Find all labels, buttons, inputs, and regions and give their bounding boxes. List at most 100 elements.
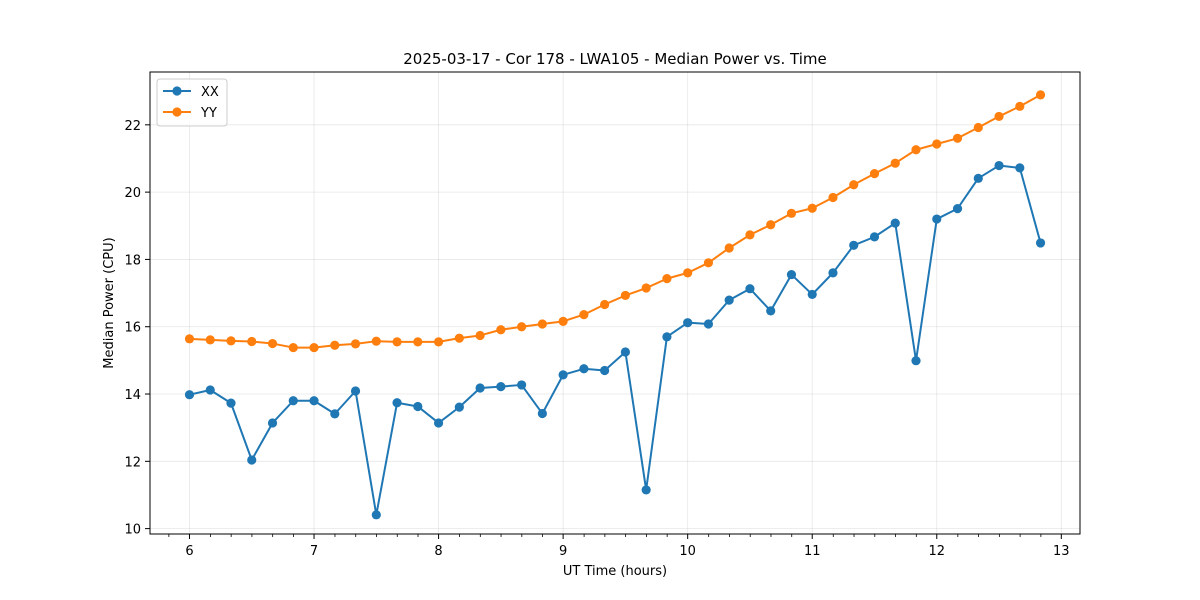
x-tick-label: 9 [559, 544, 567, 559]
data-point-yy [517, 322, 527, 332]
data-point-xx [558, 370, 568, 380]
data-point-xx [433, 418, 444, 428]
y-tick-label: 12 [124, 455, 141, 470]
legend: XX YY [156, 78, 228, 127]
data-point-yy [724, 243, 734, 253]
data-point-yy [973, 122, 983, 133]
data-point-xx [786, 269, 797, 280]
data-point-xx [849, 240, 859, 250]
data-point-xx [745, 284, 755, 294]
data-point-yy [745, 230, 755, 240]
chart-title: 2025-03-17 - Cor 178 - LWA105 - Median P… [403, 50, 827, 68]
data-point-yy [205, 335, 215, 345]
series-yy [184, 90, 1046, 353]
data-point-yy [454, 333, 464, 343]
x-tick-label: 10 [679, 544, 696, 559]
data-point-xx [475, 383, 485, 393]
series-layer [184, 90, 1046, 520]
data-point-xx [288, 396, 298, 406]
legend-label-yy: YY [200, 106, 217, 121]
data-point-xx [371, 510, 381, 520]
data-point-xx [662, 332, 672, 342]
x-tick-label: 6 [185, 544, 193, 559]
data-point-yy [952, 133, 963, 143]
data-point-xx [454, 402, 464, 412]
data-point-yy [558, 316, 568, 326]
legend-item-xx: XX [163, 85, 219, 100]
data-point-yy [433, 337, 444, 347]
data-point-xx [537, 408, 547, 419]
data-point-yy [662, 274, 672, 284]
data-point-yy [392, 337, 402, 347]
data-point-yy [537, 319, 547, 329]
x-tick-label: 7 [310, 544, 318, 559]
data-point-yy [703, 258, 714, 268]
data-point-yy [247, 336, 257, 347]
data-point-yy [226, 336, 236, 346]
legend-marker-xx [172, 86, 182, 96]
y-tick-label: 14 [124, 388, 141, 403]
data-point-yy [911, 145, 921, 155]
data-point-xx [952, 204, 963, 214]
data-point-xx [890, 218, 900, 228]
data-point-yy [350, 339, 361, 349]
data-point-xx [205, 385, 215, 395]
data-point-xx [1035, 238, 1046, 248]
data-point-yy [600, 299, 610, 310]
data-point-yy [1035, 90, 1046, 100]
data-point-xx [309, 396, 319, 406]
data-point-yy [413, 337, 423, 347]
data-point-xx [828, 268, 838, 278]
data-point-xx [600, 365, 610, 376]
y-axis: 10 12 14 16 18 20 22 [124, 119, 150, 538]
data-point-yy [330, 340, 340, 350]
data-point-yy [994, 111, 1004, 122]
data-point-xx [247, 455, 257, 465]
data-point-yy [828, 192, 838, 203]
data-point-yy [932, 139, 942, 149]
x-tick-label: 8 [434, 544, 442, 559]
data-point-yy [683, 268, 693, 278]
data-point-yy [309, 342, 319, 353]
data-point-xx [869, 232, 880, 242]
data-point-xx [350, 386, 361, 396]
x-axis: 6 7 8 9 10 11 12 13 [168, 534, 1070, 559]
grid [150, 72, 1080, 534]
data-point-xx [496, 382, 506, 392]
y-tick-label: 20 [124, 186, 141, 201]
legend-item-yy: YY [163, 106, 217, 121]
data-point-yy [475, 330, 485, 341]
data-point-xx [724, 295, 734, 305]
y-tick-label: 16 [124, 321, 141, 336]
data-point-yy [288, 342, 298, 353]
data-point-xx [392, 398, 402, 408]
data-point-xx [330, 409, 340, 419]
x-axis-label: UT Time (hours) [563, 564, 667, 579]
data-point-xx [413, 401, 423, 412]
data-point-yy [849, 180, 859, 190]
data-point-yy [766, 220, 776, 230]
data-point-xx [1015, 163, 1025, 173]
data-point-xx [807, 289, 817, 300]
data-point-yy [496, 325, 506, 335]
data-point-yy [579, 310, 589, 320]
series-xx [184, 160, 1046, 520]
data-point-yy [890, 158, 900, 168]
data-point-yy [371, 336, 381, 346]
data-point-yy [1015, 101, 1025, 111]
legend-marker-yy [172, 107, 182, 117]
data-point-xx [267, 418, 278, 428]
data-point-xx [683, 318, 693, 328]
data-point-yy [641, 283, 651, 293]
data-point-xx [620, 347, 630, 357]
plot-frame [149, 71, 1081, 535]
data-point-xx [641, 485, 651, 495]
y-tick-label: 10 [124, 523, 141, 538]
data-point-yy [620, 290, 630, 301]
y-tick-label: 22 [124, 119, 141, 134]
data-point-yy [184, 334, 195, 344]
legend-label-xx: XX [201, 85, 219, 100]
y-axis-label: Median Power (CPU) [102, 237, 117, 368]
data-point-xx [184, 390, 195, 400]
